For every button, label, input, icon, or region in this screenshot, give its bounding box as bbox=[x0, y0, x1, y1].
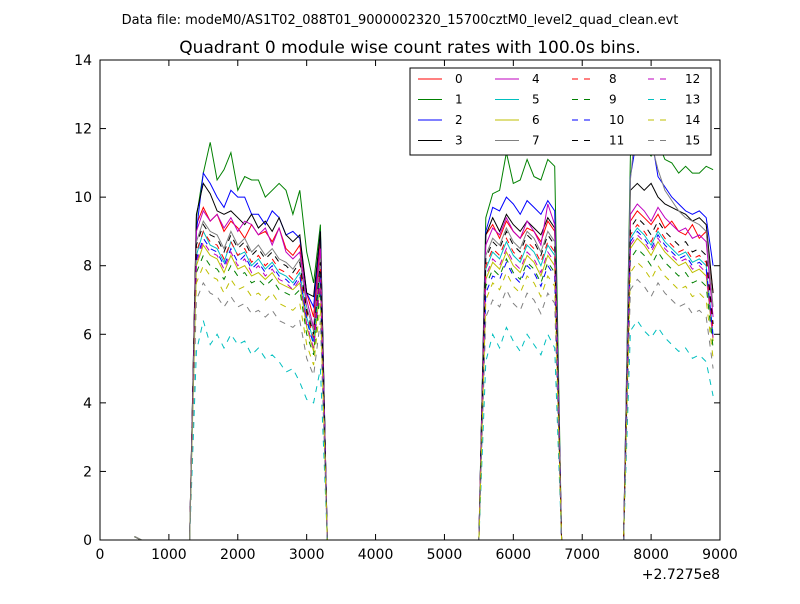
legend-label: 6 bbox=[532, 113, 540, 127]
y-tick-label: 14 bbox=[74, 53, 92, 69]
x-tick-label: 2000 bbox=[220, 547, 256, 563]
x-tick-label: 8000 bbox=[633, 547, 669, 563]
x-tick-label: 3000 bbox=[289, 547, 325, 563]
x-offset-label: +2.7275e8 bbox=[642, 567, 720, 583]
legend-label: 10 bbox=[609, 113, 624, 127]
legend-label: 0 bbox=[455, 72, 463, 86]
chart-suptitle: Data file: modeM0/AS1T02_088T01_90000023… bbox=[122, 13, 679, 28]
series-line-1 bbox=[134, 126, 714, 541]
legend-label: 11 bbox=[609, 134, 624, 148]
legend-label: 15 bbox=[685, 134, 700, 148]
series-line-2 bbox=[134, 127, 714, 541]
x-tick-label: 6000 bbox=[496, 547, 532, 563]
series-line-7 bbox=[134, 106, 714, 541]
series-line-10 bbox=[134, 230, 714, 541]
legend-label: 2 bbox=[455, 113, 463, 127]
legend-label: 3 bbox=[455, 134, 463, 148]
legend-label: 14 bbox=[685, 113, 700, 127]
x-tick-label: 9000 bbox=[702, 547, 738, 563]
y-tick-label: 0 bbox=[83, 533, 92, 549]
y-tick-label: 4 bbox=[83, 396, 92, 412]
y-tick-label: 10 bbox=[74, 190, 92, 206]
axes: 0 1000 2000 3000 4000 5000 6000 7000 8000 9000 0 2 4… bbox=[74, 53, 738, 563]
y-tick-label: 6 bbox=[83, 327, 92, 343]
plot-frame bbox=[99, 59, 721, 541]
legend-label: 12 bbox=[685, 72, 700, 86]
x-tick-label: 4000 bbox=[358, 547, 394, 563]
legend-label: 1 bbox=[455, 93, 463, 107]
y-tick-label: 2 bbox=[83, 464, 92, 480]
legend-label: 7 bbox=[532, 134, 540, 148]
legend-label: 5 bbox=[532, 93, 540, 107]
x-tick-label: 7000 bbox=[564, 547, 600, 563]
x-tick-label: 0 bbox=[96, 547, 105, 563]
y-tick-label: 8 bbox=[83, 259, 92, 275]
plot-area bbox=[134, 106, 714, 541]
x-tick-label: 1000 bbox=[151, 547, 187, 563]
x-tick-label: 5000 bbox=[427, 547, 463, 563]
legend-label: 9 bbox=[609, 93, 617, 107]
series-line-9 bbox=[134, 247, 714, 541]
legend-label: 8 bbox=[609, 72, 617, 86]
legend-label: 4 bbox=[532, 72, 540, 86]
chart-title: Quadrant 0 module wise count rates with … bbox=[179, 38, 640, 58]
legend-label: 13 bbox=[685, 93, 700, 107]
y-tick-label: 12 bbox=[74, 122, 92, 138]
